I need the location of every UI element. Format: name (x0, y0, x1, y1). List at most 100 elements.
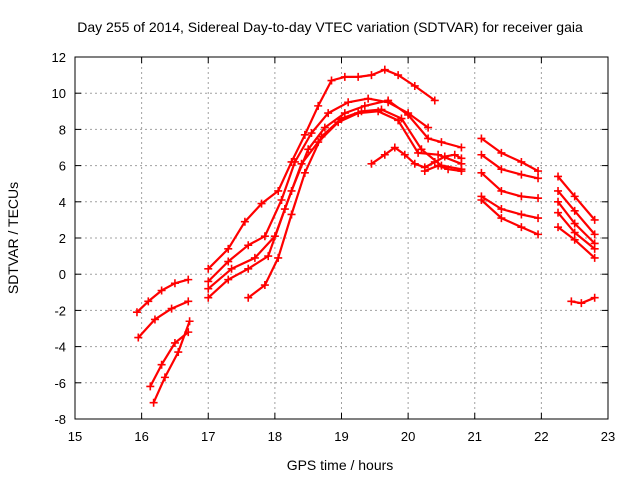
series-line (207, 97, 430, 283)
data-point (570, 235, 579, 244)
series-arc-09 (244, 105, 466, 302)
y-tick-label: 6 (59, 159, 66, 174)
chart-title: Day 255 of 2014, Sidereal Day-to-day VTE… (77, 19, 583, 35)
data-point (357, 107, 366, 116)
series-arc-11 (420, 161, 466, 176)
data-point (517, 210, 526, 219)
data-point (204, 277, 213, 286)
data-point (410, 159, 419, 168)
data-point (417, 145, 426, 154)
series-line (370, 146, 463, 169)
data-point (590, 215, 599, 224)
series-arc-22 (567, 293, 599, 308)
data-point (340, 72, 349, 81)
data-point (184, 275, 193, 284)
data-point (380, 150, 389, 159)
data-point (497, 165, 506, 174)
y-tick-label: 4 (59, 195, 66, 210)
data-point (280, 205, 289, 214)
data-point (274, 186, 283, 195)
data-point (434, 161, 443, 170)
data-point (250, 253, 259, 262)
data-point (170, 338, 179, 347)
series-arc-14 (477, 168, 543, 203)
data-point (567, 297, 576, 306)
data-point (290, 157, 299, 166)
data-point (227, 264, 236, 273)
series-line (480, 195, 540, 220)
data-point (240, 217, 249, 226)
data-point (590, 293, 599, 302)
data-point (570, 228, 579, 237)
data-point (390, 143, 399, 152)
x-axis-label: GPS time / hours (287, 457, 394, 473)
x-tick-label: 19 (334, 429, 348, 444)
data-point (424, 123, 433, 132)
data-point (157, 286, 166, 295)
data-point (517, 157, 526, 166)
data-point (477, 168, 486, 177)
data-point (497, 148, 506, 157)
data-point (320, 123, 329, 132)
data-point (577, 299, 586, 308)
series-line (207, 110, 463, 299)
data-point (204, 293, 213, 302)
series-line (207, 68, 436, 270)
data-point (497, 214, 506, 223)
data-point (437, 138, 446, 147)
data-point (397, 114, 406, 123)
series-arc-05 (204, 65, 439, 273)
data-point (534, 174, 543, 183)
data-point (244, 264, 253, 273)
data-point (377, 105, 386, 114)
series-arc-18 (554, 186, 599, 239)
series-arc-02 (134, 297, 193, 342)
data-point (204, 284, 213, 293)
data-point (410, 81, 419, 90)
x-tick-label: 18 (268, 429, 282, 444)
data-point (260, 232, 269, 241)
data-point (554, 186, 563, 195)
data-point (477, 134, 486, 143)
data-point (224, 244, 233, 253)
data-point (554, 208, 563, 217)
data-point (497, 205, 506, 214)
data-point (149, 398, 158, 407)
data-point (457, 143, 466, 152)
x-tick-label: 23 (601, 429, 615, 444)
data-point (477, 195, 486, 204)
y-tick-label: -8 (54, 412, 66, 427)
data-point (260, 281, 269, 290)
data-point (144, 297, 153, 306)
data-point (244, 241, 253, 250)
data-point (146, 382, 155, 391)
data-point (264, 252, 273, 261)
data-point (477, 150, 486, 159)
data-point (497, 186, 506, 195)
data-point (570, 206, 579, 215)
series-arc-04 (149, 317, 194, 407)
y-axis-label: SDTVAR / TECUs (5, 182, 21, 294)
data-point (224, 275, 233, 284)
data-series (132, 65, 599, 407)
series-line (135, 278, 190, 314)
series-line (149, 331, 190, 388)
series-line (480, 153, 540, 180)
data-point (244, 293, 253, 302)
data-point (274, 253, 283, 262)
data-point (257, 199, 266, 208)
data-point (204, 264, 213, 273)
data-point (517, 170, 526, 179)
data-point (534, 230, 543, 239)
x-tick-label: 20 (401, 429, 415, 444)
data-point (534, 167, 543, 176)
data-point (534, 214, 543, 223)
series-arc-03 (146, 328, 193, 391)
y-tick-label: 0 (59, 267, 66, 282)
data-point (184, 297, 193, 306)
data-point (287, 210, 296, 219)
data-point (185, 317, 194, 326)
series-line (556, 200, 596, 245)
data-point (327, 76, 336, 85)
